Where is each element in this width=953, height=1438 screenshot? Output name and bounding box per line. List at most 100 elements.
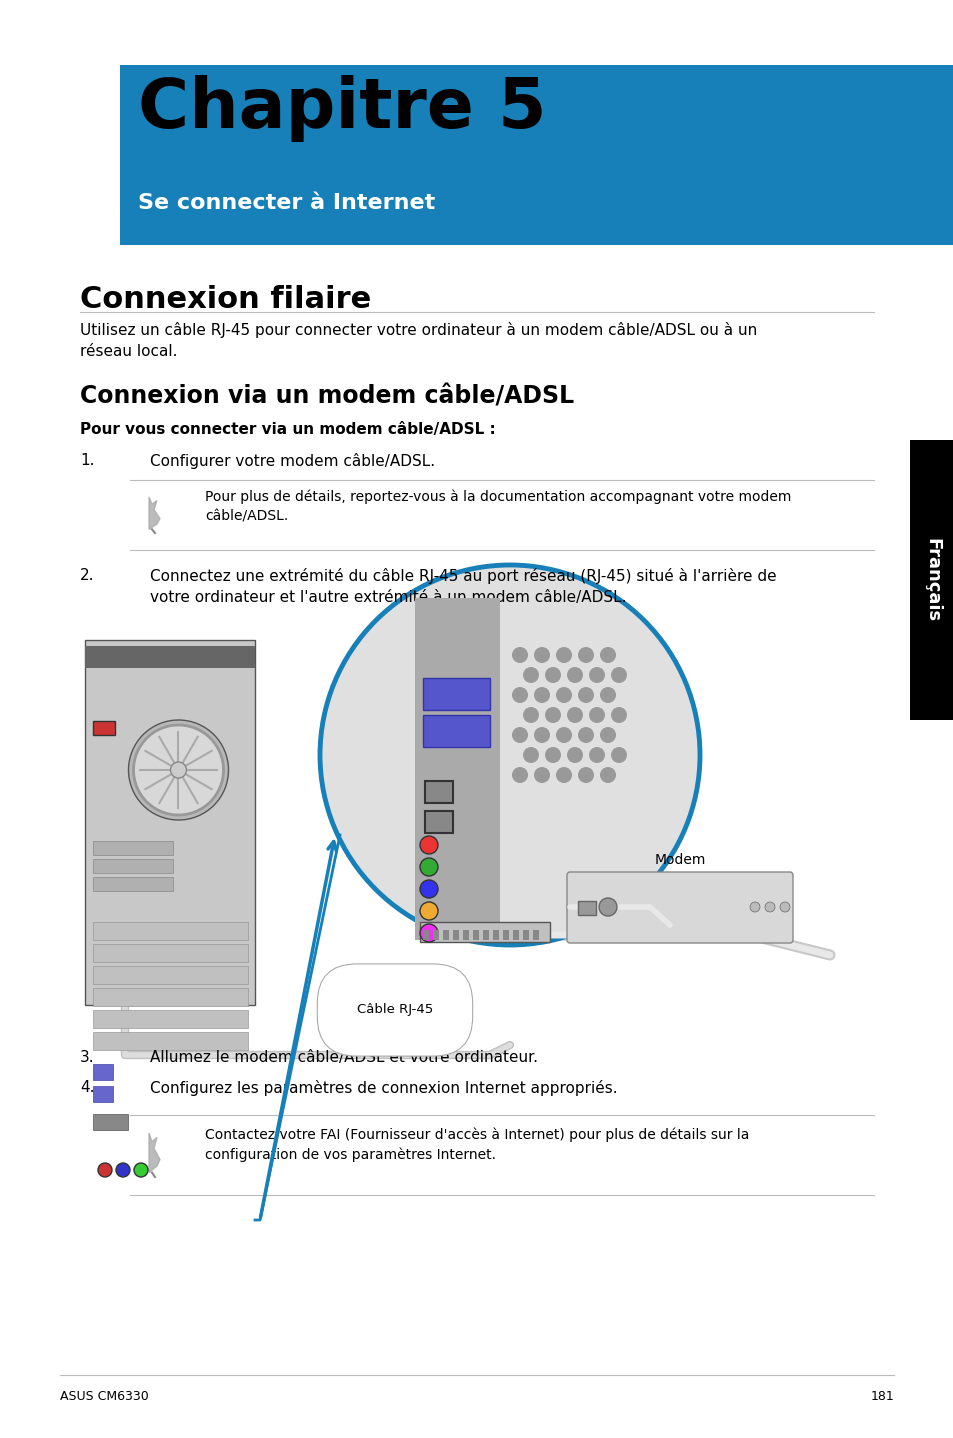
- Text: 1.: 1.: [80, 453, 94, 467]
- Circle shape: [610, 707, 626, 723]
- Circle shape: [319, 565, 700, 945]
- Text: Chapitre 5: Chapitre 5: [138, 75, 546, 142]
- Circle shape: [599, 728, 616, 743]
- Bar: [92, 988, 248, 1007]
- Text: ASUS CM6330: ASUS CM6330: [60, 1391, 149, 1403]
- Bar: [473, 930, 478, 940]
- Bar: [424, 781, 453, 802]
- Bar: [92, 943, 248, 962]
- Text: Utilisez un câble RJ-45 pour connecter votre ordinateur à un modem câble/ADSL ou: Utilisez un câble RJ-45 pour connecter v…: [80, 322, 757, 360]
- Text: 2.: 2.: [80, 568, 94, 582]
- Text: Contactez votre FAI (Fournisseur d'accès à Internet) pour plus de détails sur la: Contactez votre FAI (Fournisseur d'accès…: [205, 1127, 749, 1162]
- Text: Pour plus de détails, reportez-vous à la documentation accompagnant votre modem
: Pour plus de détails, reportez-vous à la…: [205, 490, 791, 523]
- Bar: [433, 930, 438, 940]
- Circle shape: [588, 667, 604, 683]
- Text: Connexion filaire: Connexion filaire: [80, 285, 371, 313]
- Circle shape: [419, 835, 437, 854]
- Circle shape: [566, 707, 582, 723]
- Circle shape: [599, 687, 616, 703]
- Circle shape: [749, 902, 760, 912]
- Bar: [422, 715, 490, 746]
- Bar: [422, 677, 490, 710]
- Circle shape: [512, 766, 527, 784]
- Circle shape: [598, 897, 617, 916]
- Circle shape: [578, 687, 594, 703]
- Circle shape: [764, 902, 774, 912]
- Text: Français: Français: [923, 538, 940, 623]
- Bar: [92, 1114, 128, 1130]
- Text: 4.: 4.: [80, 1080, 94, 1094]
- Bar: [502, 930, 509, 940]
- Polygon shape: [149, 498, 160, 529]
- Circle shape: [599, 766, 616, 784]
- Bar: [578, 902, 596, 915]
- Circle shape: [578, 647, 594, 663]
- Circle shape: [133, 1163, 148, 1176]
- Circle shape: [578, 766, 594, 784]
- Text: 181: 181: [869, 1391, 893, 1403]
- Text: Configurez les paramètres de connexion Internet appropriés.: Configurez les paramètres de connexion I…: [150, 1080, 617, 1096]
- Bar: [92, 1032, 248, 1050]
- Circle shape: [599, 647, 616, 663]
- Circle shape: [116, 1163, 130, 1176]
- Bar: [419, 922, 550, 942]
- Text: Connexion via un modem câble/ADSL: Connexion via un modem câble/ADSL: [80, 385, 574, 408]
- Circle shape: [556, 647, 572, 663]
- Circle shape: [566, 667, 582, 683]
- Bar: [85, 640, 254, 1005]
- Circle shape: [419, 902, 437, 920]
- Bar: [909, 440, 953, 720]
- Bar: [442, 930, 449, 940]
- Circle shape: [534, 647, 550, 663]
- Circle shape: [610, 746, 626, 764]
- Circle shape: [419, 925, 437, 942]
- Circle shape: [544, 707, 560, 723]
- Circle shape: [171, 762, 186, 778]
- Bar: [415, 598, 499, 940]
- Circle shape: [522, 707, 538, 723]
- Bar: [453, 930, 458, 940]
- Circle shape: [419, 858, 437, 876]
- Circle shape: [588, 707, 604, 723]
- Circle shape: [566, 746, 582, 764]
- Circle shape: [534, 728, 550, 743]
- Bar: [513, 930, 518, 940]
- Text: Pour vous connecter via un modem câble/ADSL :: Pour vous connecter via un modem câble/A…: [80, 421, 496, 437]
- Circle shape: [544, 746, 560, 764]
- Bar: [92, 1086, 112, 1102]
- Bar: [462, 930, 469, 940]
- Text: 3.: 3.: [80, 1050, 94, 1066]
- Bar: [493, 930, 498, 940]
- Circle shape: [556, 728, 572, 743]
- Text: Modem: Modem: [654, 853, 705, 867]
- Text: Se connecter à Internet: Se connecter à Internet: [138, 193, 435, 213]
- Circle shape: [610, 667, 626, 683]
- Bar: [92, 1009, 248, 1028]
- Circle shape: [556, 687, 572, 703]
- Circle shape: [129, 720, 229, 820]
- Circle shape: [133, 725, 223, 815]
- Circle shape: [588, 746, 604, 764]
- Circle shape: [544, 667, 560, 683]
- Circle shape: [556, 766, 572, 784]
- Bar: [92, 922, 248, 940]
- FancyBboxPatch shape: [566, 871, 792, 943]
- Circle shape: [522, 746, 538, 764]
- Text: Connectez une extrémité du câble RJ-45 au port réseau (RJ-45) situé à l'arrière : Connectez une extrémité du câble RJ-45 a…: [150, 568, 776, 605]
- Circle shape: [534, 766, 550, 784]
- Bar: [92, 1064, 112, 1080]
- Bar: [92, 858, 172, 873]
- Bar: [424, 811, 453, 833]
- Bar: [85, 646, 254, 669]
- Bar: [92, 720, 115, 735]
- Bar: [482, 930, 489, 940]
- Bar: [522, 930, 529, 940]
- Text: Configurer votre modem câble/ADSL.: Configurer votre modem câble/ADSL.: [150, 453, 435, 469]
- Circle shape: [512, 647, 527, 663]
- Polygon shape: [149, 1133, 160, 1172]
- Circle shape: [512, 687, 527, 703]
- Circle shape: [512, 728, 527, 743]
- Circle shape: [780, 902, 789, 912]
- Circle shape: [419, 880, 437, 897]
- Bar: [92, 966, 248, 984]
